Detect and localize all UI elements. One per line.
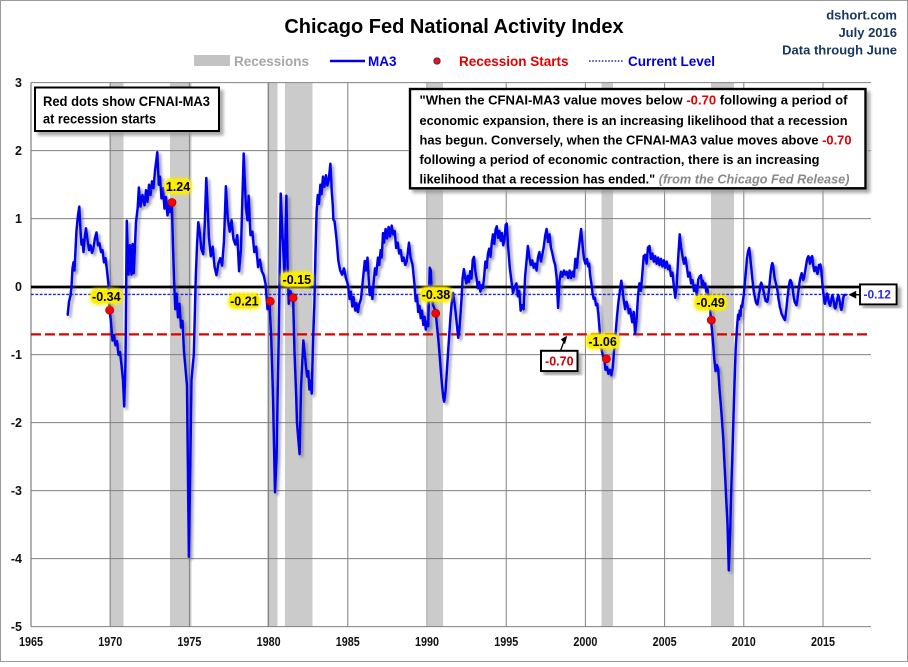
svg-text:economic expansion, there is a: economic expansion, there is an increasi…	[420, 113, 848, 128]
svg-text:at recession starts: at recession starts	[43, 111, 156, 127]
svg-text:2015: 2015	[811, 634, 835, 649]
svg-text:1.24: 1.24	[166, 180, 190, 194]
svg-text:likelihood that a recession ha: likelihood that a recession has ended." …	[420, 171, 850, 186]
svg-text:has begun. Conversely, when th: has begun. Conversely, when the CFNAI-MA…	[420, 133, 852, 148]
svg-text:following a period of economic: following a period of economic contracti…	[420, 152, 820, 167]
svg-text:July 2016: July 2016	[838, 25, 897, 40]
svg-text:Recession Starts: Recession Starts	[459, 54, 569, 69]
svg-text:-0.38: -0.38	[422, 288, 451, 302]
svg-text:-0.12: -0.12	[864, 288, 892, 302]
svg-text:1990: 1990	[415, 634, 439, 649]
svg-text:1: 1	[15, 212, 22, 226]
svg-text:-0.15: -0.15	[283, 273, 312, 287]
svg-text:0: 0	[15, 280, 22, 294]
svg-text:1995: 1995	[494, 634, 518, 649]
svg-text:-2: -2	[11, 416, 22, 430]
svg-text:Red dots show CFNAI-MA3: Red dots show CFNAI-MA3	[43, 93, 210, 109]
svg-text:1970: 1970	[98, 634, 122, 649]
svg-text:dshort.com: dshort.com	[826, 8, 897, 23]
svg-text:-0.21: -0.21	[230, 295, 259, 309]
svg-text:1965: 1965	[19, 634, 43, 649]
svg-text:-0.34: -0.34	[92, 290, 121, 304]
svg-text:2: 2	[15, 144, 22, 158]
svg-text:-0.49: -0.49	[696, 296, 725, 310]
svg-text:Recessions: Recessions	[234, 54, 309, 69]
svg-text:-1.06: -1.06	[588, 335, 617, 349]
svg-text:1980: 1980	[257, 634, 281, 649]
svg-text:-4: -4	[11, 552, 22, 566]
svg-text:MA3: MA3	[368, 54, 397, 69]
svg-text:-5: -5	[11, 620, 22, 634]
svg-text:2005: 2005	[653, 634, 677, 649]
svg-text:3: 3	[15, 76, 22, 90]
svg-text:-3: -3	[11, 484, 22, 498]
svg-text:Data through June: Data through June	[782, 43, 897, 58]
svg-text:Chicago Fed National Activity: Chicago Fed National Activity Index	[284, 16, 623, 38]
svg-text:2000: 2000	[573, 634, 597, 649]
svg-text:2010: 2010	[732, 634, 756, 649]
svg-text:-0.70: -0.70	[545, 355, 574, 369]
svg-text:"When the CFNAI-MA3 value move: "When the CFNAI-MA3 value moves below -0…	[420, 93, 849, 108]
svg-text:-1: -1	[11, 348, 22, 362]
svg-text:1985: 1985	[336, 634, 360, 649]
svg-text:1975: 1975	[177, 634, 201, 649]
svg-text:Current Level: Current Level	[628, 54, 715, 69]
